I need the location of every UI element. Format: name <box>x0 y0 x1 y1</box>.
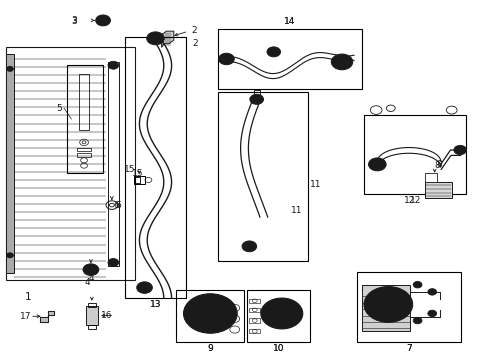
Text: 11: 11 <box>290 206 302 215</box>
Bar <box>134 176 144 184</box>
Circle shape <box>218 53 234 65</box>
Circle shape <box>412 318 421 324</box>
Circle shape <box>190 299 229 328</box>
Text: 16: 16 <box>101 311 112 320</box>
Polygon shape <box>40 311 54 321</box>
Circle shape <box>245 244 252 249</box>
Bar <box>249 299 260 303</box>
Text: 7: 7 <box>406 344 411 353</box>
Bar <box>246 290 310 342</box>
Bar <box>363 116 466 194</box>
Bar <box>88 325 96 329</box>
Bar <box>5 54 14 273</box>
Circle shape <box>453 145 466 155</box>
Circle shape <box>195 319 202 324</box>
Bar <box>217 92 307 261</box>
Bar <box>217 30 361 89</box>
Bar <box>424 182 451 198</box>
Circle shape <box>100 18 106 23</box>
Circle shape <box>108 258 119 266</box>
Bar <box>88 303 96 307</box>
Circle shape <box>218 303 224 308</box>
Circle shape <box>96 15 110 26</box>
Bar <box>356 272 461 342</box>
Text: 8: 8 <box>433 161 439 170</box>
Text: 7: 7 <box>406 344 411 353</box>
Text: 4: 4 <box>84 278 90 287</box>
Text: 10: 10 <box>272 344 284 353</box>
Circle shape <box>87 267 95 273</box>
Text: 17: 17 <box>20 312 32 321</box>
Text: 13: 13 <box>149 300 161 309</box>
Circle shape <box>330 54 352 70</box>
Circle shape <box>427 310 436 317</box>
Text: 6: 6 <box>114 201 120 210</box>
Bar <box>79 74 89 130</box>
Bar <box>108 62 119 266</box>
Text: 14: 14 <box>283 17 294 26</box>
Text: 3: 3 <box>71 17 77 26</box>
Circle shape <box>195 303 202 308</box>
Text: 13: 13 <box>150 300 161 309</box>
Bar <box>66 65 103 173</box>
Circle shape <box>183 294 237 333</box>
Circle shape <box>218 319 224 324</box>
Text: 10: 10 <box>272 344 284 353</box>
Text: 6: 6 <box>116 201 122 210</box>
Text: 9: 9 <box>207 344 213 353</box>
Circle shape <box>335 58 347 66</box>
Circle shape <box>198 305 222 323</box>
Circle shape <box>266 47 280 57</box>
Bar <box>135 177 140 183</box>
Circle shape <box>260 298 302 329</box>
Text: 4: 4 <box>88 274 94 283</box>
Bar <box>125 37 185 298</box>
Bar <box>254 90 260 98</box>
Circle shape <box>83 264 99 275</box>
Text: 3: 3 <box>71 16 77 25</box>
Text: 15: 15 <box>132 169 143 178</box>
Circle shape <box>204 309 216 318</box>
Circle shape <box>6 66 13 71</box>
Circle shape <box>412 282 421 288</box>
Text: 11: 11 <box>310 180 321 189</box>
Bar <box>249 308 260 312</box>
Text: 9: 9 <box>207 344 213 353</box>
Bar <box>361 285 409 331</box>
Bar <box>86 306 98 325</box>
Bar <box>77 148 91 151</box>
Circle shape <box>242 241 256 252</box>
Circle shape <box>274 308 288 319</box>
Circle shape <box>375 296 400 314</box>
Bar <box>176 290 244 342</box>
Circle shape <box>373 162 381 167</box>
Text: 5: 5 <box>57 104 62 113</box>
Text: 15: 15 <box>124 166 135 175</box>
Text: 1: 1 <box>25 292 32 302</box>
Bar <box>5 47 135 280</box>
Bar <box>249 329 260 333</box>
Circle shape <box>137 282 152 293</box>
Circle shape <box>151 36 159 41</box>
Circle shape <box>368 158 386 171</box>
Text: 2: 2 <box>191 26 197 35</box>
Circle shape <box>363 287 412 322</box>
Text: 2: 2 <box>192 39 198 48</box>
Bar <box>77 153 91 157</box>
Text: 12: 12 <box>403 196 414 205</box>
Circle shape <box>267 303 295 324</box>
Circle shape <box>249 94 263 104</box>
Circle shape <box>427 289 436 295</box>
Circle shape <box>6 253 13 258</box>
Circle shape <box>108 61 119 69</box>
Bar <box>424 173 436 182</box>
Circle shape <box>146 32 164 45</box>
Text: 12: 12 <box>408 196 420 205</box>
Circle shape <box>223 57 229 62</box>
Text: 14: 14 <box>284 17 295 26</box>
Polygon shape <box>161 31 173 47</box>
Bar <box>249 319 260 323</box>
Text: 8: 8 <box>435 160 441 169</box>
